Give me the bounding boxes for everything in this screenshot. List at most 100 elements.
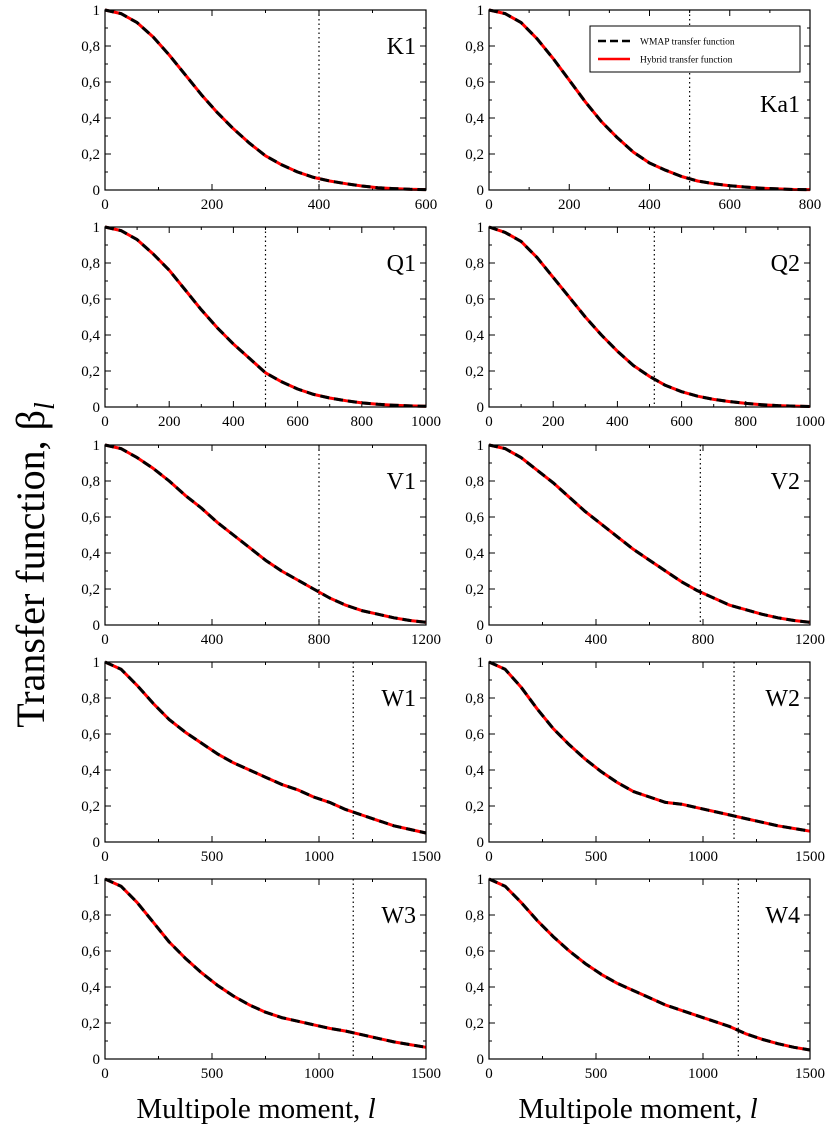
- panel-frame: [488, 9, 811, 191]
- y-tick-label: 1: [477, 655, 485, 671]
- legend-box: [589, 25, 801, 73]
- panel-k1: 0 0,2 0,4 0,6 0,8 1 0 200 400 600 K1: [81, 3, 437, 213]
- y-tick-label: 0,2: [465, 799, 484, 815]
- x-tick-label: 0: [485, 414, 493, 430]
- hybrid-curve-line: [488, 877, 811, 1052]
- x-tick-label: 800: [692, 632, 715, 648]
- wmap-curve-line: [104, 877, 427, 1049]
- hybrid-curve-line: [104, 660, 427, 835]
- y-tick-label: 0: [93, 400, 101, 416]
- y-tick-label: 1: [477, 3, 485, 19]
- panel-frame: [104, 9, 427, 191]
- x-tick-label: 800: [308, 632, 331, 648]
- legend-entry-hybrid: Hybrid transfer function: [640, 55, 733, 66]
- y-tick-label: 0,8: [81, 908, 100, 924]
- y-tick-label: 0,2: [465, 147, 484, 163]
- x-tick-label: 1200: [411, 632, 441, 648]
- panel-q2: 0 0,2 0,4 0,6 0,8 1 0 200 400 600 800 1000 Q2: [465, 220, 825, 430]
- y-tick-label: 1: [477, 438, 485, 454]
- y-tick-label: 1: [93, 438, 101, 454]
- y-tick-label: 0,6: [81, 292, 100, 308]
- y-tick-label: 0,4: [81, 980, 100, 996]
- x-tick-label: 1000: [411, 414, 441, 430]
- y-tick-label: 0,4: [465, 328, 484, 344]
- panel-frame: [488, 226, 811, 408]
- y-tick-label: 0,6: [465, 727, 484, 743]
- y-tick-label: 0,8: [465, 691, 484, 707]
- y-tick-label: 0,4: [465, 763, 484, 779]
- x-tick-label: 1000: [688, 849, 718, 865]
- panel-w4: 0 0,2 0,4 0,6 0,8 1 0 500 1000 1500 W4: [465, 872, 825, 1082]
- x-tick-label: 600: [670, 414, 693, 430]
- y-tick-label: 0: [477, 183, 485, 199]
- panel-label-w2: W2: [765, 686, 800, 712]
- panel-frame: [104, 661, 427, 843]
- x-tick-label: 500: [585, 849, 608, 865]
- y-tick-label: 0,4: [81, 328, 100, 344]
- x-tick-label: 0: [485, 632, 493, 648]
- x-tick-label: 1500: [795, 1066, 825, 1082]
- y-tick-label: 0,2: [465, 364, 484, 380]
- y-tick-label: 0: [93, 183, 101, 199]
- wmap-curve-line: [488, 660, 811, 833]
- wmap-curve-line: [104, 225, 427, 408]
- x-tick-label: 200: [542, 414, 565, 430]
- x-tick-label: 1000: [688, 1066, 718, 1082]
- y-tick-label: 0: [477, 618, 485, 634]
- y-tick-label: 0,6: [465, 292, 484, 308]
- hybrid-curve-line: [104, 877, 427, 1049]
- x-tick-label: 1200: [795, 632, 825, 648]
- y-tick-label: 0,4: [465, 546, 484, 562]
- x-tick-label: 0: [101, 1066, 109, 1082]
- x-tick-label: 1500: [795, 849, 825, 865]
- y-tick-label: 1: [93, 3, 101, 19]
- x-tick-label: 600: [415, 197, 438, 213]
- y-tick-label: 0: [477, 1052, 485, 1068]
- y-tick-label: 0,6: [465, 75, 484, 91]
- y-tick-label: 0,6: [81, 727, 100, 743]
- y-tick-label: 0,4: [81, 546, 100, 562]
- y-tick-label: 0,8: [81, 691, 100, 707]
- x-tick-label: 1500: [411, 849, 441, 865]
- y-tick-label: 0,6: [465, 510, 484, 526]
- legend-entry-wmap: WMAP transfer function: [640, 37, 735, 48]
- x-tick-label: 800: [351, 414, 374, 430]
- y-tick-label: 0,2: [81, 364, 100, 380]
- y-tick-label: 0,2: [81, 1016, 100, 1032]
- x-tick-label: 600: [286, 414, 309, 430]
- wmap-curve-line: [488, 877, 811, 1052]
- panel-label-w3: W3: [381, 903, 416, 929]
- panel-label-w1: W1: [381, 686, 416, 712]
- panel-label-q1: Q1: [387, 251, 416, 277]
- y-tick-label: 0,4: [81, 763, 100, 779]
- panel-frame: [104, 226, 427, 408]
- panel-label-ka1: Ka1: [760, 92, 800, 118]
- y-tick-label: 0,8: [465, 39, 484, 55]
- x-tick-label: 400: [308, 197, 331, 213]
- y-axis-label: Transfer function, βl: [8, 402, 61, 728]
- x-tick-label: 500: [585, 1066, 608, 1082]
- panel-v2: 0 0,2 0,4 0,6 0,8 1 0 400 800 1200 V2: [465, 438, 825, 648]
- y-tick-label: 0,8: [465, 256, 484, 272]
- y-tick-label: 0,8: [81, 474, 100, 490]
- panel-label-w4: W4: [765, 903, 800, 929]
- y-tick-label: 1: [93, 872, 101, 888]
- x-tick-label: 200: [201, 197, 224, 213]
- y-tick-label: 0,8: [81, 256, 100, 272]
- y-tick-label: 0,4: [81, 111, 100, 127]
- x-tick-label: 0: [485, 849, 493, 865]
- x-tick-label: 400: [201, 632, 224, 648]
- y-tick-label: 0,6: [81, 510, 100, 526]
- panel-ka1: 0 0,2 0,4 0,6 0,8 1 0 200 400 600 800 Ka1 WMAP trans…: [465, 3, 821, 213]
- x-tick-label: 0: [101, 414, 109, 430]
- x-tick-label: 0: [485, 1066, 493, 1082]
- x-tick-label: 0: [485, 197, 493, 213]
- x-tick-label: 1000: [304, 849, 334, 865]
- x-tick-label: 0: [101, 849, 109, 865]
- y-tick-label: 0,8: [81, 39, 100, 55]
- x-tick-label: 1000: [795, 414, 825, 430]
- x-tick-label: 600: [719, 197, 742, 213]
- x-tick-label: 500: [201, 1066, 224, 1082]
- wmap-curve-line: [104, 8, 427, 192]
